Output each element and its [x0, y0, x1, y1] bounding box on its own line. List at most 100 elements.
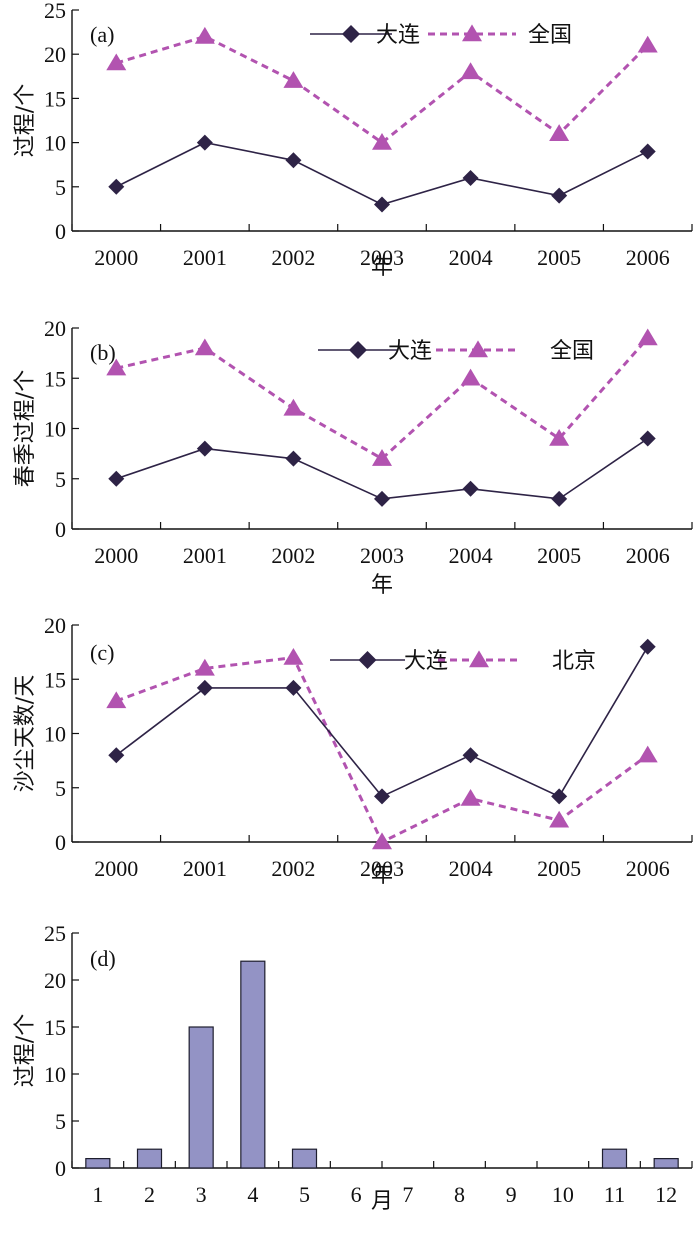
x-tick-label: 2001 [183, 543, 227, 568]
x-tick-label: 2003 [360, 856, 404, 881]
data-point-diamond [108, 470, 125, 487]
chart-panel-1: 0 5 10 15 20 25 2000 2001 2002 2003 2004 2005 2006 年 过… [13, 0, 693, 280]
x-axis-title: 年 [371, 573, 393, 598]
legend-label: 全国 [550, 339, 594, 364]
legend-label: 全国 [528, 23, 572, 48]
y-tick-label: 10 [44, 1062, 66, 1087]
y-axis-title: 过程/个 [13, 84, 38, 157]
data-point-diamond [639, 143, 656, 160]
y-tick-label: 20 [44, 613, 66, 638]
x-tick-label: 5 [299, 1182, 310, 1207]
data-point-triangle [637, 745, 658, 763]
y-tick-label: 5 [55, 175, 66, 200]
x-tick-label: 2003 [360, 245, 404, 270]
legend: 大连 全国 [310, 23, 572, 48]
x-tick-label: 2002 [271, 543, 315, 568]
bar [85, 1157, 111, 1169]
legend-marker-triangle [469, 650, 489, 668]
data-point-triangle [194, 26, 215, 44]
y-tick-label: 5 [55, 467, 66, 492]
x-tick-label: 2005 [537, 245, 581, 270]
data-point-triangle [106, 358, 127, 376]
x-axis-title: 年 [371, 863, 393, 888]
data-point-triangle [372, 449, 392, 466]
data-point-triangle [194, 338, 215, 356]
legend-marker-diamond [349, 341, 367, 359]
data-point-triangle [106, 53, 127, 71]
data-point-triangle [194, 658, 215, 676]
data-point-triangle [637, 35, 658, 53]
y-tick-label: 20 [44, 316, 66, 341]
y-axis-title: 过程/个 [13, 1014, 38, 1087]
legend-marker-diamond [342, 25, 360, 43]
data-point-triangle [549, 124, 570, 141]
legend-marker-triangle [462, 24, 482, 42]
panel-tag: (b) [90, 340, 116, 365]
y-tick-label: 10 [44, 417, 66, 442]
panel-tag: (c) [90, 640, 114, 665]
data-point-triangle [460, 62, 481, 80]
panel-tag: (a) [90, 22, 114, 47]
y-tick-label: 15 [44, 86, 66, 111]
data-point-triangle [372, 133, 392, 150]
x-tick-label: 2004 [449, 245, 493, 270]
data-point-diamond [551, 490, 568, 507]
legend-label: 大连 [388, 339, 432, 364]
legend: 大连 全国 [318, 339, 594, 364]
y-tick-label: 10 [44, 131, 66, 156]
legend-label: 北京 [552, 649, 596, 674]
series-line-大连 [116, 437, 649, 500]
data-point-diamond [374, 490, 390, 507]
data-point-triangle [283, 647, 304, 665]
data-point-diamond [551, 788, 568, 805]
series-line-北京 [115, 655, 649, 845]
series-line-全国 [115, 34, 649, 145]
data-point-triangle [549, 428, 570, 446]
x-tick-label: 3 [196, 1182, 207, 1207]
legend-marker-diamond [358, 651, 377, 669]
data-point-diamond [374, 196, 390, 213]
data-point-diamond [196, 134, 213, 151]
data-point-triangle [283, 71, 304, 88]
data-point-triangle [637, 328, 658, 346]
x-axis-title: 月 [371, 1189, 393, 1214]
bar [240, 960, 266, 1169]
data-point-diamond [108, 178, 125, 195]
x-tick-label: 7 [402, 1182, 413, 1207]
bar [188, 1026, 214, 1169]
series-line-大连 [115, 141, 649, 206]
bar [653, 1157, 679, 1169]
panel-tag: (d) [90, 946, 116, 971]
data-point-diamond [196, 679, 213, 696]
data-point-diamond [196, 440, 213, 457]
y-tick-label: 0 [55, 830, 66, 855]
y-tick-label: 25 [44, 921, 66, 946]
x-tick-label: 2000 [94, 856, 138, 881]
bar [601, 1148, 628, 1169]
y-tick-label: 20 [44, 968, 66, 993]
data-point-diamond [462, 747, 479, 764]
x-tick-label: 2002 [271, 245, 315, 270]
data-point-triangle [460, 789, 481, 806]
legend: 大连 北京 [330, 649, 596, 674]
x-tick-label: 2000 [94, 543, 138, 568]
y-tick-label: 0 [55, 517, 66, 542]
bar [136, 1148, 163, 1169]
chart-panel-2: 0 5 10 15 20 2000 2001 2002 2003 2004 2005 2006 年 春季过… [13, 316, 693, 598]
x-tick-label: 2005 [537, 856, 581, 881]
y-axis-title: 沙尘天数/天 [13, 675, 38, 792]
x-tick-label: 4 [247, 1182, 258, 1207]
y-axis-title: 春季过程/个 [13, 370, 38, 487]
x-tick-label: 2002 [271, 856, 315, 881]
data-point-diamond [639, 638, 656, 655]
data-point-triangle [549, 810, 570, 828]
y-tick-label: 10 [44, 722, 66, 747]
x-tick-label: 8 [454, 1182, 465, 1207]
y-tick-label: 5 [55, 1109, 66, 1134]
x-tick-label: 6 [351, 1182, 362, 1207]
data-point-diamond [462, 480, 479, 497]
bar [291, 1148, 318, 1169]
data-point-triangle [283, 398, 304, 416]
